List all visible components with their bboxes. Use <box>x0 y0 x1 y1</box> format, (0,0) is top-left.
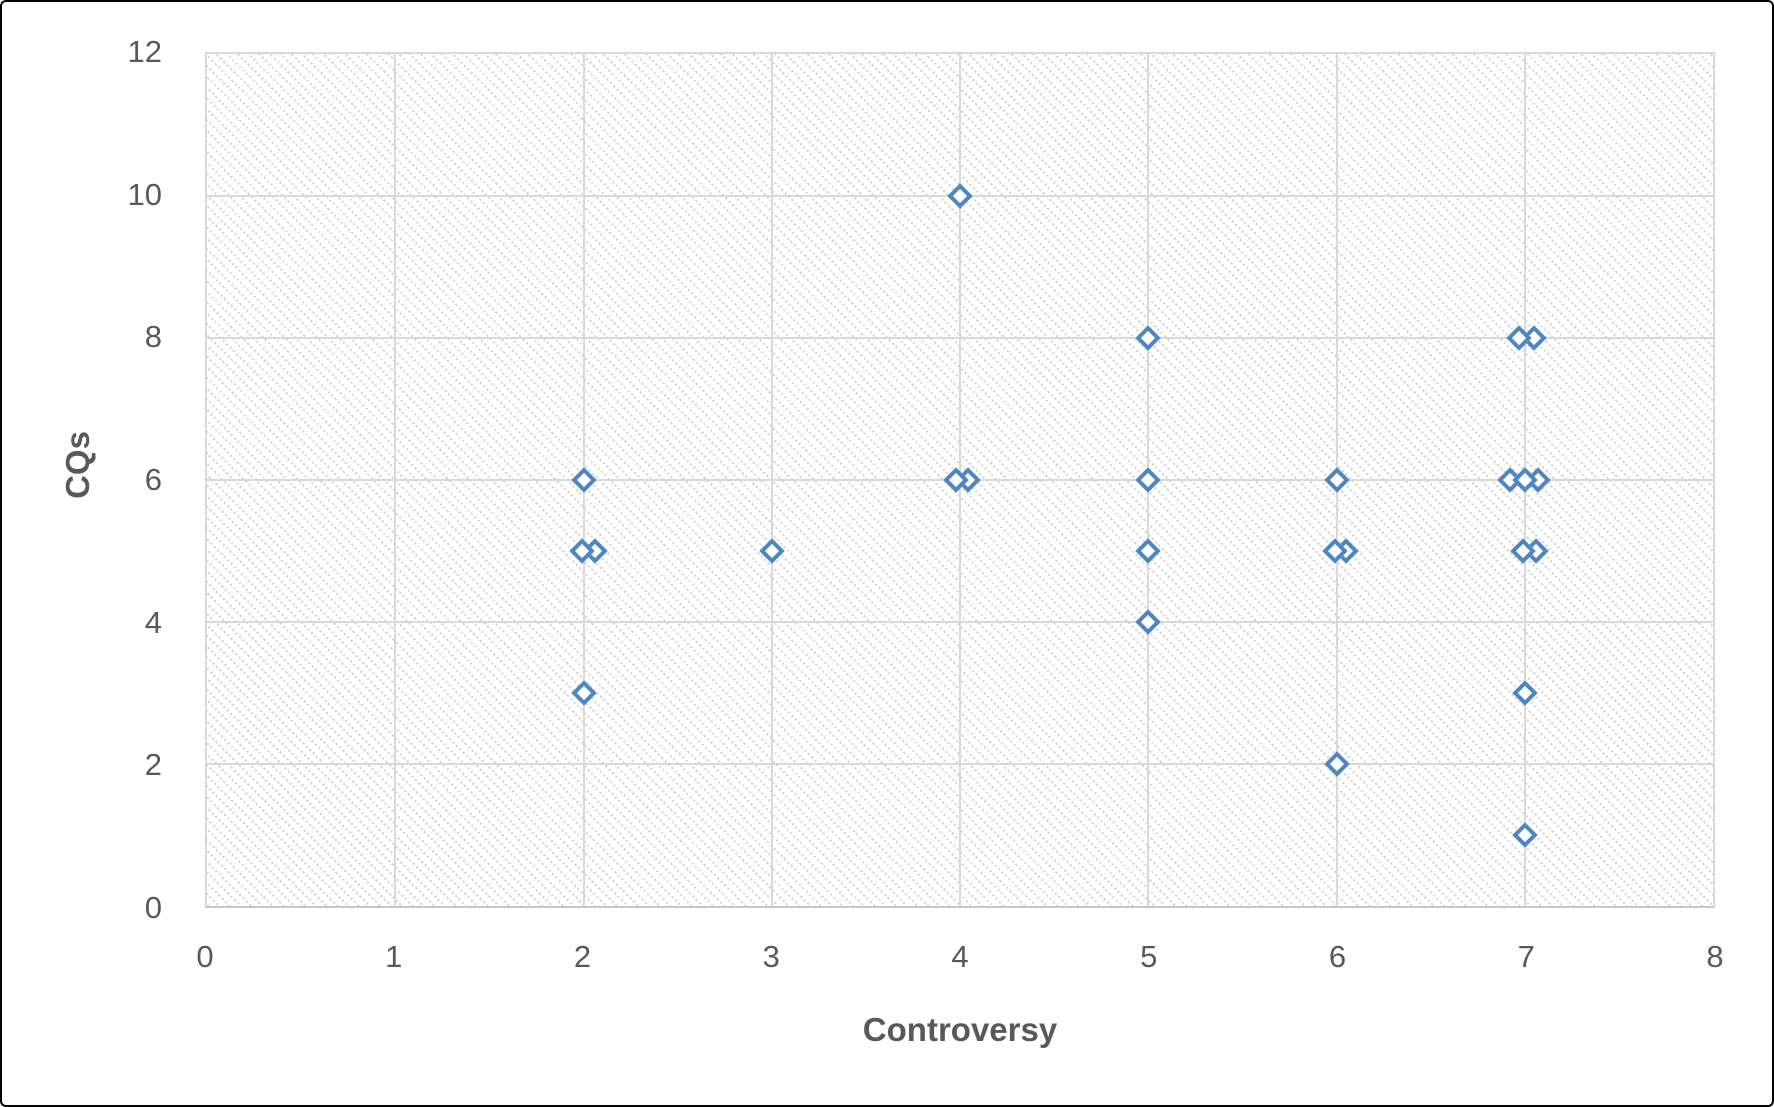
data-point-marker <box>1506 325 1532 351</box>
data-point-marker <box>1135 538 1161 564</box>
x-tick-label: 3 <box>762 939 780 974</box>
y-tick-label: 12 <box>127 34 162 69</box>
x-tick-label: 6 <box>1328 939 1347 974</box>
data-point-marker <box>570 467 597 493</box>
y-axis-tick-labels: 0 2 4 6 8 10 12 <box>2 34 162 925</box>
data-point-marker <box>947 183 973 209</box>
gridline-horizontal <box>207 336 1713 339</box>
x-tick-label: 7 <box>1517 939 1535 974</box>
data-point-marker <box>1323 467 1350 493</box>
gridline-horizontal <box>207 620 1713 623</box>
y-tick-label: 6 <box>144 462 162 497</box>
data-point-marker <box>570 680 597 706</box>
data-point-marker <box>1135 467 1161 493</box>
y-axis-title: CQs <box>59 431 96 499</box>
data-point-marker <box>1135 609 1161 635</box>
x-axis-tick-labels: 0 1 2 3 4 5 6 7 8 <box>196 936 1723 980</box>
gridline-horizontal <box>207 763 1713 765</box>
data-point-marker <box>1135 325 1161 351</box>
plot-area <box>205 52 1715 908</box>
x-tick-label: 0 <box>196 939 214 974</box>
data-point-marker <box>1323 751 1350 777</box>
data-point-marker <box>1512 680 1538 706</box>
x-tick-label: 4 <box>951 939 969 974</box>
y-tick-label: 0 <box>144 890 162 925</box>
y-tick-label: 8 <box>144 319 162 355</box>
data-point-marker <box>1512 822 1538 848</box>
x-tick-label: 8 <box>1706 939 1724 974</box>
x-tick-label: 5 <box>1140 939 1158 974</box>
x-axis-title: Controversy <box>862 1011 1058 1048</box>
y-tick-label: 10 <box>127 176 162 212</box>
data-point-marker <box>759 538 785 564</box>
y-tick-label: 4 <box>144 604 162 640</box>
y-tick-label: 2 <box>144 747 162 783</box>
x-tick-label: 1 <box>385 939 403 974</box>
x-tick-label: 2 <box>573 939 592 974</box>
